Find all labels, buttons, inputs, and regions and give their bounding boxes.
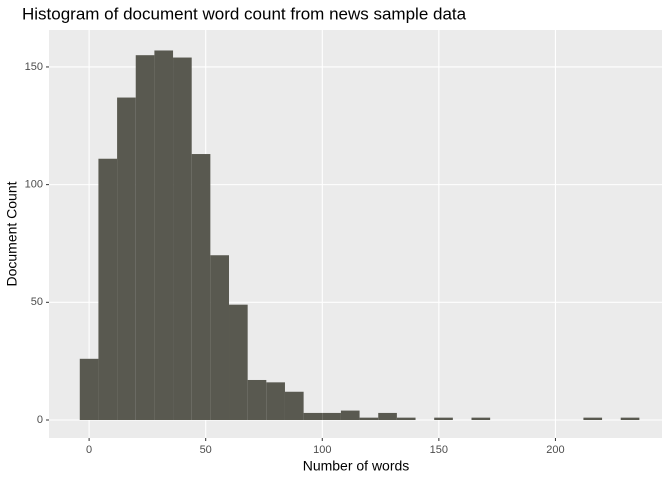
x-tick-label: 100: [313, 444, 331, 456]
y-tick-label: 150: [25, 61, 43, 73]
bar: [396, 417, 416, 420]
bar: [79, 358, 99, 420]
bar: [620, 417, 640, 420]
bar: [284, 391, 304, 420]
bar: [117, 97, 136, 420]
bar: [378, 412, 397, 420]
y-axis-title: Document Count: [4, 181, 20, 286]
bar: [303, 412, 323, 420]
y-tick-label: 100: [25, 179, 43, 191]
bar: [98, 158, 118, 420]
bar: [471, 417, 491, 420]
bar: [135, 55, 155, 420]
bar: [340, 410, 360, 420]
bar: [247, 379, 267, 420]
x-tick-label: 200: [546, 444, 564, 456]
x-tick-label: 150: [430, 444, 448, 456]
x-tick-label: 0: [86, 444, 92, 456]
bar: [173, 57, 192, 420]
bar: [359, 417, 379, 420]
bar: [191, 154, 211, 420]
y-tick-label: 50: [31, 296, 43, 308]
bar: [229, 304, 248, 420]
x-tick-label: 50: [200, 444, 212, 456]
x-axis-title: Number of words: [303, 458, 410, 474]
bar: [266, 382, 285, 420]
y-tick-label: 0: [37, 414, 43, 426]
bar: [154, 50, 174, 420]
chart-title: Histogram of document word count from ne…: [22, 4, 467, 23]
bar: [434, 417, 453, 420]
bar: [583, 417, 603, 420]
bar: [322, 412, 341, 420]
bar: [210, 255, 230, 420]
